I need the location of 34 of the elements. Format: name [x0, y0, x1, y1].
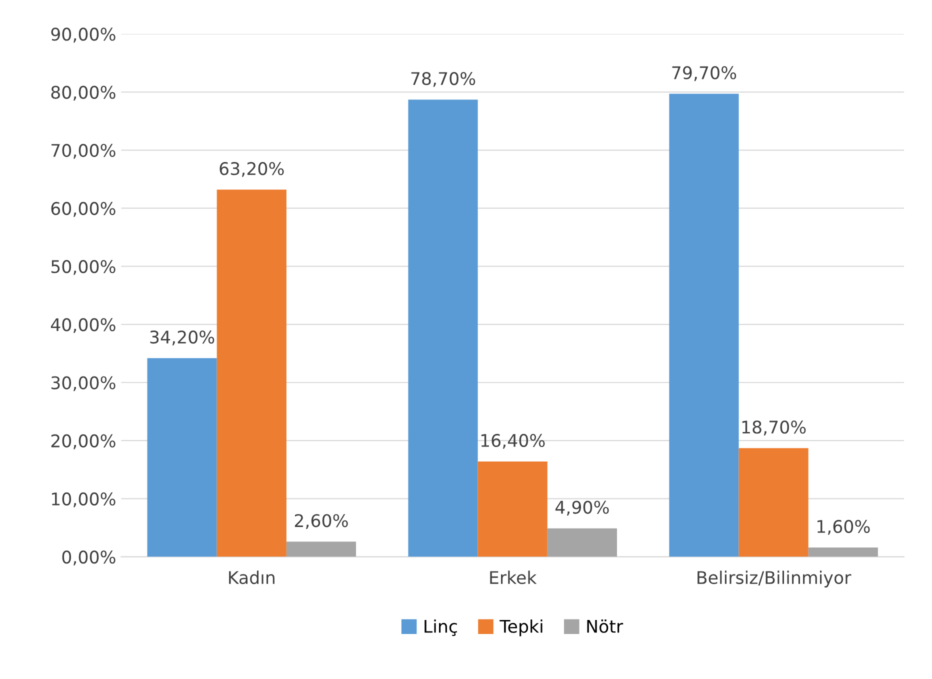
- data-label: 78,70%: [411, 72, 476, 87]
- y-tick-label: 20,00%: [51, 434, 116, 450]
- y-tick-label: 70,00%: [52, 144, 116, 159]
- legend-label: Tepki: [500, 619, 542, 636]
- x-tick-label: Belirsiz/Bilinmiyor: [698, 570, 852, 588]
- data-label: 79,70%: [672, 66, 736, 82]
- data-label: 1,60%: [817, 520, 870, 535]
- x-tick-label: Kadın: [229, 570, 274, 584]
- x-tick-label: Erkek: [490, 570, 537, 584]
- data-label: 4,90%: [555, 500, 609, 516]
- y-tick-label: 90,00%: [51, 28, 116, 43]
- y-tick-label: 80,00%: [51, 86, 116, 101]
- data-label: 34,20%: [150, 330, 214, 346]
- bar: [808, 547, 878, 557]
- bar: [408, 100, 478, 557]
- data-label: 63,20%: [220, 162, 284, 177]
- bar: [738, 448, 808, 557]
- y-tick-label: 10,00%: [52, 492, 116, 508]
- y-tick-label: 30,00%: [51, 376, 116, 392]
- bar: [547, 528, 617, 557]
- y-tick-label: 0,00%: [62, 550, 116, 566]
- y-tick-label: 40,00%: [50, 318, 116, 334]
- bar: [147, 358, 217, 557]
- y-tick-label: 60,00%: [51, 202, 116, 217]
- bar: [286, 542, 356, 557]
- legend-label: Nötr: [587, 619, 624, 633]
- bar: [478, 462, 548, 557]
- data-label: 2,60%: [294, 514, 348, 529]
- bar: [216, 190, 286, 557]
- legend-label: Linç: [424, 619, 457, 636]
- data-label: 18,70%: [742, 420, 806, 436]
- data-label: 16,40%: [481, 434, 545, 449]
- bar: [669, 94, 739, 557]
- y-tick-label: 50,00%: [51, 260, 116, 275]
